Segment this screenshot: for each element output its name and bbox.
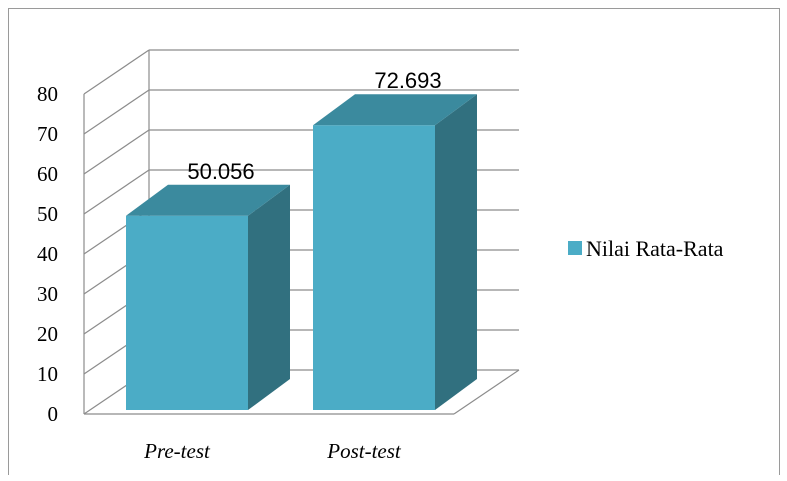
y-tick-label: 80 bbox=[37, 82, 58, 106]
gridline-diagonal bbox=[83, 129, 150, 175]
gridline-diagonal bbox=[83, 49, 150, 95]
bar-side bbox=[435, 94, 477, 410]
bar-top bbox=[126, 184, 290, 216]
bar-layer bbox=[126, 94, 477, 410]
legend-label: Nilai Rata-Rata bbox=[586, 236, 724, 261]
y-tick-label: 50 bbox=[37, 202, 58, 226]
data-label: 72.693 bbox=[374, 68, 441, 93]
gridline-diagonal bbox=[83, 169, 150, 215]
y-tick-label: 70 bbox=[37, 122, 58, 146]
chart-frame bbox=[8, 8, 780, 475]
floor-side-edge bbox=[453, 369, 520, 415]
bar-front bbox=[313, 125, 435, 410]
bar-front bbox=[126, 215, 248, 410]
legend-swatch bbox=[568, 241, 582, 255]
data-labels: 50.056 72.693 bbox=[187, 68, 441, 184]
x-category-label: Pre-test bbox=[143, 439, 211, 463]
y-tick-label: 10 bbox=[37, 362, 58, 386]
data-label: 50.056 bbox=[187, 159, 254, 184]
x-axis-categories: Pre-test Post-test bbox=[143, 439, 402, 463]
y-tick-label: 60 bbox=[37, 162, 58, 186]
x-category-label: Post-test bbox=[326, 439, 402, 463]
y-tick-label: 30 bbox=[37, 282, 58, 306]
legend: Nilai Rata-Rata bbox=[568, 236, 724, 261]
gridline-diagonal bbox=[83, 89, 150, 135]
bar-side bbox=[248, 184, 290, 410]
y-tick-label: 0 bbox=[48, 402, 59, 426]
y-axis-ticks: 0 10 20 30 40 50 60 70 80 bbox=[37, 82, 58, 426]
y-tick-label: 20 bbox=[37, 322, 58, 346]
y-tick-label: 40 bbox=[37, 242, 58, 266]
bar-top bbox=[313, 94, 477, 126]
